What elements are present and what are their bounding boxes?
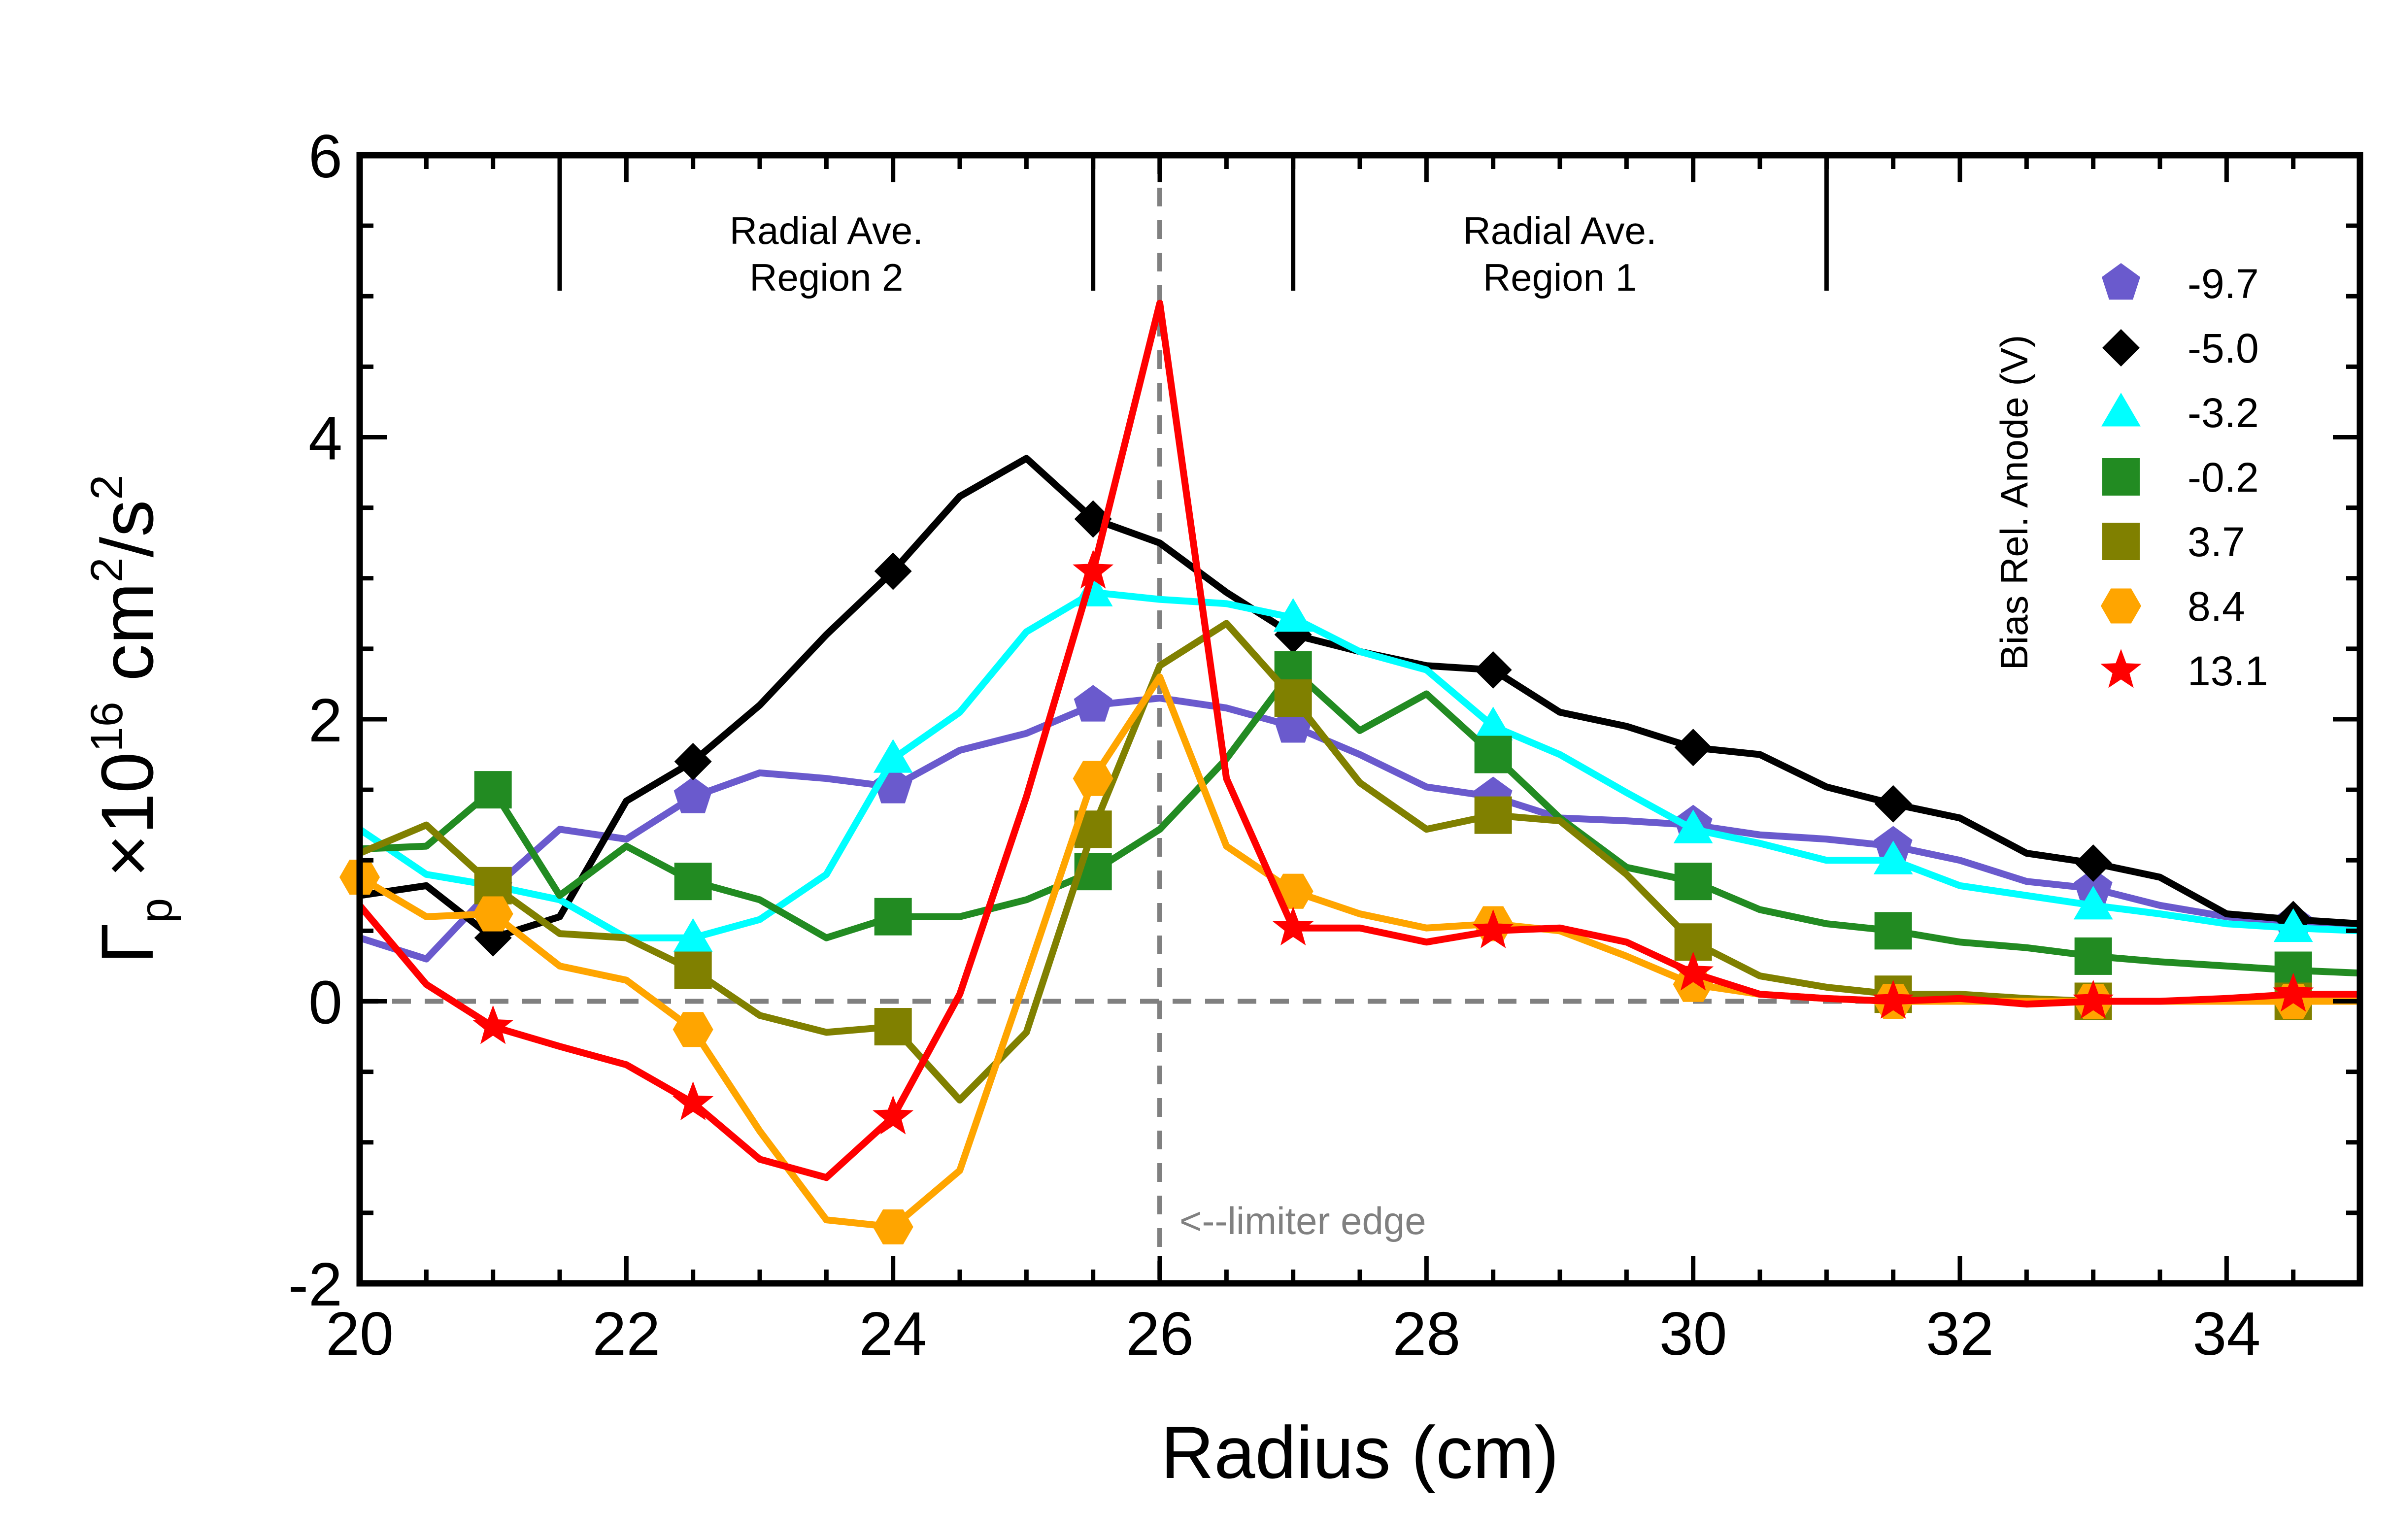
data-point xyxy=(1474,651,1512,689)
data-point xyxy=(472,896,513,932)
data-point xyxy=(1673,809,1713,843)
data-point xyxy=(1073,549,1114,589)
data-point xyxy=(1874,912,1912,950)
data-point xyxy=(673,1012,713,1047)
legend-label: -3.2 xyxy=(2188,390,2259,436)
y-title-subscript: p xyxy=(131,898,181,923)
data-point xyxy=(674,863,712,901)
data-point xyxy=(2273,972,2314,1012)
data-point xyxy=(1673,951,1714,991)
y-axis-ticks: -2 0 2 4 6 xyxy=(288,123,2360,1319)
data-point xyxy=(1474,796,1512,834)
data-point xyxy=(874,1008,912,1046)
data-point xyxy=(874,898,912,936)
data-point xyxy=(2073,885,2113,920)
x-axis-title: Radius (cm) xyxy=(1161,1411,1559,1494)
y-tick-label: 2 xyxy=(308,687,342,755)
data-point xyxy=(1873,840,1913,874)
y-title-multiplier: ×10 xyxy=(86,752,168,898)
data-point xyxy=(673,1081,714,1120)
data-point xyxy=(1873,979,1914,1019)
limiter-edge-annotation: <--limiter edge xyxy=(1179,1199,1426,1242)
data-point xyxy=(674,951,712,989)
x-tick-label: 34 xyxy=(2192,1300,2260,1368)
data-point xyxy=(674,742,712,780)
legend-marker xyxy=(2101,393,2141,427)
legend-marker xyxy=(2102,458,2140,496)
data-point xyxy=(1674,729,1712,767)
y-tick-label: 0 xyxy=(308,969,342,1037)
legend-marker xyxy=(2102,523,2140,560)
region2-label-line1: Radial Ave. xyxy=(730,209,923,252)
data-point xyxy=(874,552,912,590)
legend-marker xyxy=(2100,588,2142,624)
data-point xyxy=(1074,685,1112,722)
data-point xyxy=(673,918,713,952)
y-title-unit-cm: cm xyxy=(86,583,168,702)
legend-marker xyxy=(2100,649,2142,688)
data-point xyxy=(472,1005,514,1044)
legend-label: -5.0 xyxy=(2188,325,2259,371)
legend-title: Bias Rel. Anode (V) xyxy=(1992,335,2036,670)
data-point xyxy=(2273,908,2313,942)
data-point xyxy=(873,1209,913,1245)
legend-marker xyxy=(2102,329,2140,367)
data-point xyxy=(1473,909,1514,948)
legend-label: -0.2 xyxy=(2188,454,2259,501)
legend-label: -9.7 xyxy=(2188,261,2259,307)
data-point xyxy=(2074,937,2112,975)
data-point xyxy=(1274,679,1312,717)
data-point xyxy=(2073,979,2114,1019)
series-13.1 xyxy=(357,300,2360,1181)
y-title-cm-exponent: 2 xyxy=(82,557,132,582)
data-point xyxy=(873,739,913,773)
data-point xyxy=(1473,706,1513,740)
legend-marker xyxy=(2101,263,2141,300)
y-title-base: Γ xyxy=(86,923,168,964)
y-axis-title: Γp ×1016 cm2/s2 xyxy=(82,475,181,964)
legend-label: 3.7 xyxy=(2188,519,2245,565)
x-tick-label: 30 xyxy=(1659,1300,1727,1368)
data-point xyxy=(2074,844,2112,882)
y-tick-label: -2 xyxy=(288,1251,342,1319)
x-tick-label: 22 xyxy=(592,1300,660,1368)
x-axis-ticks: 20 22 24 26 28 30 32 34 xyxy=(326,155,2296,1368)
data-point xyxy=(1273,906,1314,946)
data-point xyxy=(873,1095,914,1135)
x-tick-label: 28 xyxy=(1392,1300,1460,1368)
data-point xyxy=(673,776,712,813)
region1-label-line1: Radial Ave. xyxy=(1463,209,1656,252)
legend: Bias Rel. Anode (V) -9.7 -5.0 -3.2 -0.2 3.7 8… xyxy=(1992,261,2268,694)
x-tick-label: 32 xyxy=(1926,1300,1994,1368)
data-point xyxy=(1474,736,1512,773)
radial-average-regions xyxy=(557,155,1829,291)
region2-label-line2: Region 2 xyxy=(749,256,903,299)
data-point xyxy=(474,771,512,809)
legend-label: 8.4 xyxy=(2188,583,2245,630)
series-layer xyxy=(339,300,2360,1245)
x-tick-label: 24 xyxy=(859,1300,927,1368)
data-point xyxy=(1674,863,1712,901)
region1-label-line2: Region 1 xyxy=(1483,256,1637,299)
y-title-exponent: 16 xyxy=(82,702,132,752)
y-title-s-exponent: 2 xyxy=(82,475,132,500)
y-tick-label: 6 xyxy=(308,123,342,191)
legend-label: 13.1 xyxy=(2188,648,2268,694)
data-point xyxy=(1273,598,1313,632)
y-title-unit-s: /s xyxy=(86,500,168,558)
x-tick-label: 26 xyxy=(1126,1300,1194,1368)
y-tick-label: 4 xyxy=(308,405,342,473)
data-point xyxy=(1073,761,1113,796)
series--0.2 xyxy=(359,651,2360,989)
series--3.2 xyxy=(358,572,2360,952)
x-tick-label: 20 xyxy=(326,1300,394,1368)
data-point xyxy=(1874,785,1912,823)
